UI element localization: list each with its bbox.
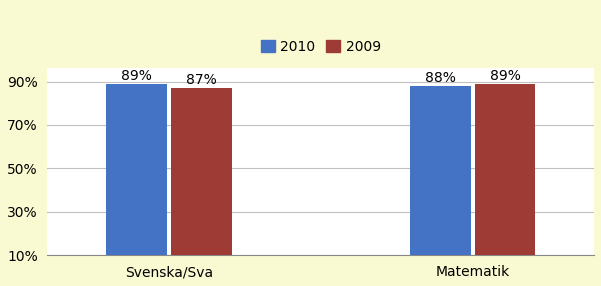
Text: 89%: 89% xyxy=(490,69,520,83)
Text: 89%: 89% xyxy=(121,69,152,83)
Bar xyxy=(475,84,535,255)
Bar xyxy=(410,86,471,255)
Text: 88%: 88% xyxy=(425,71,456,85)
Bar xyxy=(171,88,231,255)
Text: 87%: 87% xyxy=(186,73,216,87)
Bar xyxy=(106,84,167,255)
Legend: 2010, 2009: 2010, 2009 xyxy=(255,34,386,59)
